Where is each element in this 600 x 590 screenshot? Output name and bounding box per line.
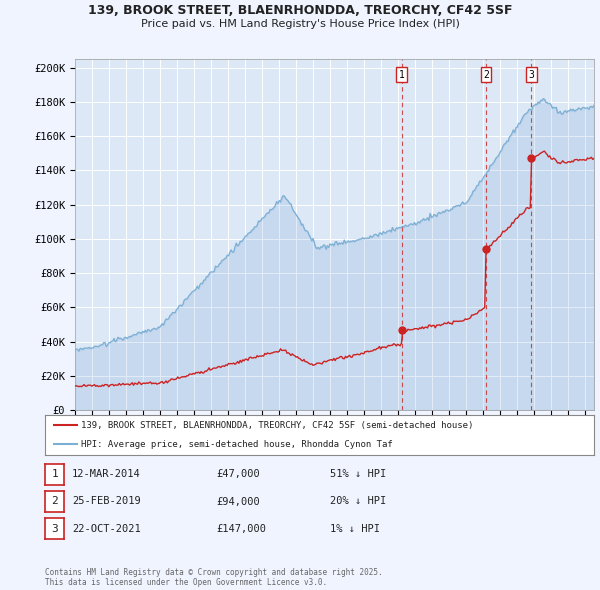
Text: 139, BROOK STREET, BLAENRHONDDA, TREORCHY, CF42 5SF: 139, BROOK STREET, BLAENRHONDDA, TREORCH… bbox=[88, 4, 512, 17]
Text: 20% ↓ HPI: 20% ↓ HPI bbox=[330, 497, 386, 506]
Text: £47,000: £47,000 bbox=[216, 470, 260, 479]
Text: Contains HM Land Registry data © Crown copyright and database right 2025.
This d: Contains HM Land Registry data © Crown c… bbox=[45, 568, 383, 587]
Text: 25-FEB-2019: 25-FEB-2019 bbox=[72, 497, 141, 506]
Text: 1: 1 bbox=[51, 470, 58, 479]
Text: 3: 3 bbox=[51, 524, 58, 533]
Text: 1% ↓ HPI: 1% ↓ HPI bbox=[330, 524, 380, 533]
Text: £94,000: £94,000 bbox=[216, 497, 260, 506]
Text: 139, BROOK STREET, BLAENRHONDDA, TREORCHY, CF42 5SF (semi-detached house): 139, BROOK STREET, BLAENRHONDDA, TREORCH… bbox=[80, 421, 473, 430]
Text: 2: 2 bbox=[51, 497, 58, 506]
Text: Price paid vs. HM Land Registry's House Price Index (HPI): Price paid vs. HM Land Registry's House … bbox=[140, 19, 460, 30]
Text: 1: 1 bbox=[398, 70, 404, 80]
Text: £147,000: £147,000 bbox=[216, 524, 266, 533]
Text: 22-OCT-2021: 22-OCT-2021 bbox=[72, 524, 141, 533]
Text: 51% ↓ HPI: 51% ↓ HPI bbox=[330, 470, 386, 479]
Text: HPI: Average price, semi-detached house, Rhondda Cynon Taf: HPI: Average price, semi-detached house,… bbox=[80, 440, 392, 449]
Text: 3: 3 bbox=[528, 70, 534, 80]
Text: 12-MAR-2014: 12-MAR-2014 bbox=[72, 470, 141, 479]
Text: 2: 2 bbox=[483, 70, 489, 80]
